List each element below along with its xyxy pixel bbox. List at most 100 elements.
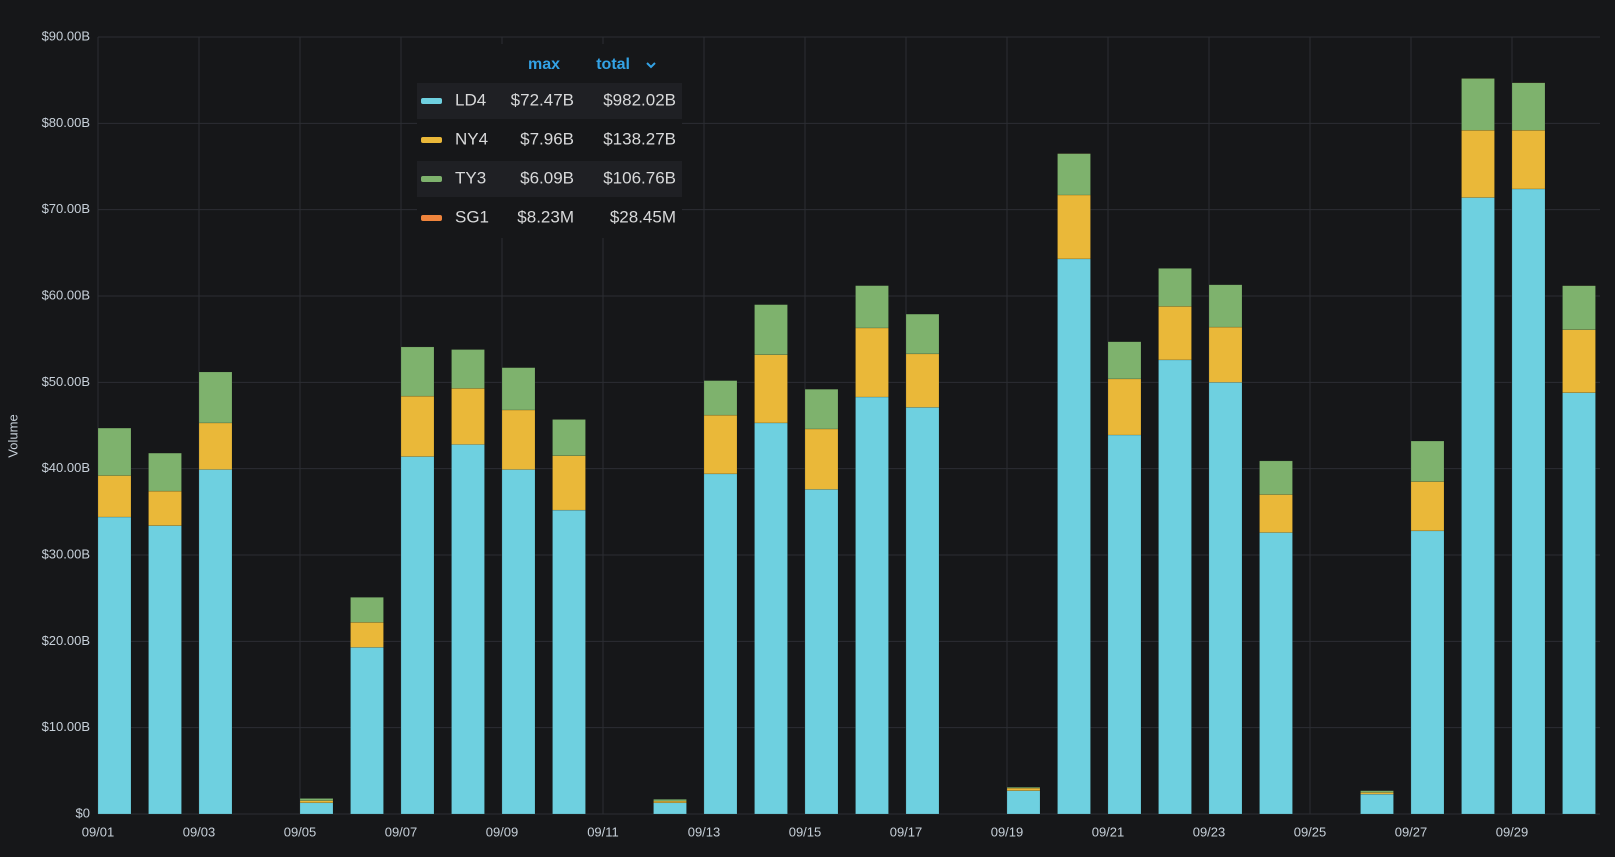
bar-segment — [1057, 153, 1091, 196]
bar-segment — [1360, 793, 1394, 815]
legend-row — [417, 83, 682, 119]
bar-segment — [97, 475, 132, 518]
bar-segment — [804, 489, 839, 815]
bar-segment — [400, 395, 435, 457]
legend-name[interactable]: TY3 — [455, 168, 486, 187]
x-tick-label: 09/11 — [587, 824, 619, 839]
bar-segment — [754, 304, 788, 355]
bar-segment — [1158, 306, 1192, 361]
bar-segment — [1158, 359, 1192, 815]
bar-segment — [1057, 258, 1091, 815]
bar-segment — [1006, 786, 1041, 789]
bar-segment — [1562, 285, 1596, 330]
x-tick-label: 09/05 — [284, 824, 317, 839]
x-tick-label: 09/01 — [82, 824, 115, 839]
x-tick-label: 09/27 — [1395, 824, 1428, 839]
bar-segment — [1410, 440, 1445, 482]
y-tick-label: $10.00B — [42, 719, 90, 734]
bar-segment — [148, 525, 182, 815]
y-tick-label: $80.00B — [42, 115, 90, 130]
y-tick-label: $90.00B — [42, 28, 90, 43]
x-tick-label: 09/15 — [789, 824, 822, 839]
legend-swatch — [421, 176, 442, 182]
bar-segment — [1562, 392, 1596, 815]
bar-segment — [703, 473, 738, 815]
bar-segment — [299, 800, 334, 804]
legend-stat: $106.76B — [603, 168, 676, 187]
bar-segment — [1410, 481, 1445, 532]
legend: max total LD4 $72.47B $982.02B NY4 $7.96B $138.… — [417, 44, 682, 238]
bar-segment — [198, 469, 233, 815]
bar-segment — [97, 427, 132, 476]
bar-segment — [400, 346, 435, 397]
bar-segment — [1158, 268, 1192, 307]
legend-name[interactable]: NY4 — [455, 129, 488, 148]
bar-segment — [855, 327, 889, 398]
y-tick-label: $70.00B — [42, 201, 90, 216]
bar-segment — [905, 353, 940, 408]
y-axis-label: Volume — [5, 414, 20, 457]
legend-row — [417, 161, 682, 197]
legend-header[interactable]: max — [528, 56, 560, 73]
bar-segment — [350, 597, 384, 623]
bar-segment — [653, 799, 687, 802]
y-tick-label: $50.00B — [42, 374, 90, 389]
bar-segment — [299, 802, 334, 815]
bar-segment — [148, 452, 182, 492]
bar-segment — [1461, 78, 1495, 131]
legend-header[interactable]: total — [596, 56, 630, 73]
bar-segment — [148, 490, 182, 526]
bar-segment — [97, 516, 132, 815]
y-tick-label: $30.00B — [42, 546, 90, 561]
bar-segment — [1208, 326, 1243, 383]
x-tick-label: 09/09 — [486, 824, 519, 839]
bar-segment — [1208, 284, 1243, 328]
bar-segment — [1107, 341, 1142, 380]
legend-name[interactable]: LD4 — [455, 90, 486, 109]
x-tick-label: 09/07 — [385, 824, 418, 839]
bar-segment — [1360, 790, 1394, 793]
bar-segment — [501, 409, 536, 470]
bar-segment — [198, 422, 233, 470]
legend-stat: $138.27B — [603, 129, 676, 148]
bar-segment — [1562, 329, 1596, 393]
y-tick-label: $60.00B — [42, 287, 90, 302]
bar-segment — [1107, 378, 1142, 436]
bar-segment — [1360, 792, 1394, 795]
bar-segment — [552, 419, 586, 456]
bar-segment — [1259, 532, 1293, 815]
bar-segment — [653, 802, 687, 815]
x-tick-label: 09/03 — [183, 824, 216, 839]
bar-segment — [1461, 129, 1495, 198]
bar-segment — [350, 622, 384, 648]
bar-segment — [804, 428, 839, 490]
bar-segment — [855, 396, 889, 815]
legend-name[interactable]: SG1 — [455, 207, 489, 226]
bar-segment — [703, 414, 738, 475]
bar-segment — [299, 798, 334, 801]
bar-segment — [1259, 460, 1293, 495]
x-tick-label: 09/17 — [890, 824, 923, 839]
bar-segment — [552, 455, 586, 511]
sort-icon[interactable] — [646, 62, 656, 69]
bar-segment — [198, 371, 233, 424]
bar-segment — [1006, 787, 1041, 791]
bar-segment — [400, 456, 435, 815]
bar-segment — [350, 647, 384, 815]
x-tick-label: 09/13 — [688, 824, 721, 839]
bar-segment — [501, 367, 536, 411]
legend-stat: $7.96B — [520, 129, 574, 148]
bar-segment — [1461, 197, 1495, 815]
bar-segment — [1511, 129, 1546, 190]
legend-box — [417, 44, 682, 238]
bar-segment — [1511, 82, 1546, 131]
bar-segment — [451, 349, 485, 389]
x-tick-label: 09/23 — [1193, 824, 1226, 839]
bar-segment — [804, 388, 839, 430]
legend-stat: $8.23M — [517, 207, 574, 226]
bar-segment — [501, 469, 536, 815]
bar-segment — [1208, 382, 1243, 815]
bar-segment — [905, 407, 940, 815]
bar-segment — [1107, 434, 1142, 815]
